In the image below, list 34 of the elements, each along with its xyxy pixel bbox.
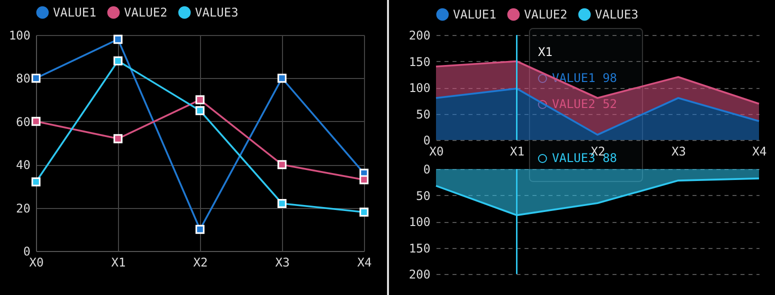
x-tick-label: X4 [752, 144, 767, 158]
y-tick-label: 100 [8, 28, 30, 42]
y-tick-label: 40 [16, 158, 30, 172]
y-tick-label: 80 [16, 72, 30, 86]
x-tick-label: X1 [111, 256, 126, 270]
y-tick-label: 150 [408, 54, 430, 69]
y-tick-label: 0 [423, 134, 430, 148]
legend-label: VALUE3 [595, 8, 638, 22]
y-tick-label: 50 [416, 188, 430, 203]
legend-label: VALUE3 [195, 6, 238, 20]
legend-label: VALUE2 [524, 8, 568, 22]
y-tick-label: 0 [23, 244, 30, 258]
y-tick-label: 50 [416, 107, 430, 122]
y-tick-label: 200 [408, 268, 430, 282]
y-tick-label: 100 [408, 215, 430, 229]
legend-label: VALUE1 [53, 6, 96, 20]
x-tick-label: X1 [510, 144, 524, 158]
y-tick-label: 20 [16, 201, 30, 216]
x-tick-label: X3 [672, 144, 686, 158]
y-tick-label: 60 [16, 114, 30, 129]
legend-label: VALUE2 [124, 6, 168, 20]
y-tick-label: 200 [408, 28, 430, 42]
legend-label: VALUE1 [453, 8, 496, 22]
y-tick-label: 100 [408, 81, 430, 95]
x-tick-label: X0 [29, 256, 44, 270]
x-tick-label: X3 [275, 256, 290, 270]
y-tick-label: 0 [423, 162, 430, 176]
annotation: VALUE2 52 [552, 97, 618, 111]
annotation: VALUE1 98 [552, 71, 618, 85]
x-tick-label: X0 [429, 144, 444, 158]
x-tick-label: X4 [357, 256, 372, 270]
annotation: X1 [538, 45, 552, 59]
y-tick-label: 150 [408, 241, 430, 256]
x-tick-label: X2 [193, 256, 208, 270]
